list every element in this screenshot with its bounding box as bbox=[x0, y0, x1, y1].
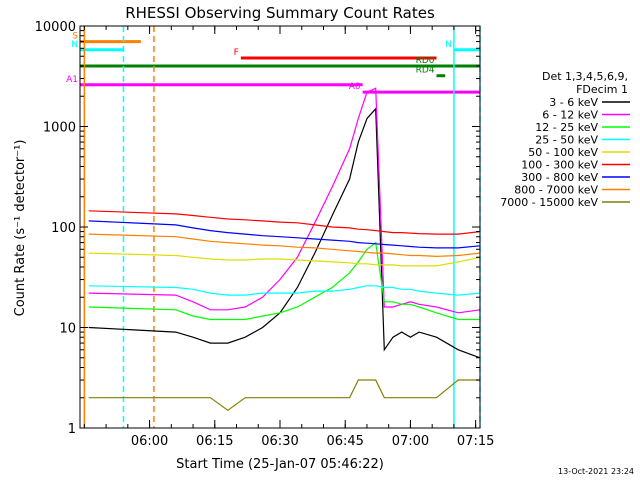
series-line bbox=[88, 220, 481, 249]
flag-label: N bbox=[445, 40, 452, 50]
series-line bbox=[88, 285, 481, 296]
series-layer bbox=[88, 87, 481, 412]
series-line bbox=[88, 210, 481, 235]
series-line bbox=[88, 379, 480, 412]
y-tick-label: 1000 bbox=[43, 121, 76, 136]
flag-label: A0 bbox=[349, 82, 361, 92]
series-line bbox=[88, 241, 480, 321]
x-axis-label: Start Time (25-Jan-07 05:46:22) bbox=[176, 457, 384, 472]
y-axis-label: Count Rate (s⁻¹ detector⁻¹) bbox=[13, 140, 28, 317]
series-line bbox=[88, 107, 481, 359]
legend-header: Det 1,3,4,5,6,9, bbox=[542, 70, 628, 83]
vertical-markers bbox=[83, 26, 481, 428]
plot-frame bbox=[79, 25, 481, 429]
legend-entry-label: 300 - 800 keV bbox=[521, 171, 598, 184]
flag-label: RD4 bbox=[416, 66, 435, 76]
legend-entry-label: 12 - 25 keV bbox=[535, 121, 598, 134]
series-line bbox=[88, 87, 481, 314]
legend-entry-label: 6 - 12 keV bbox=[542, 109, 598, 122]
legend-entry-label: 25 - 50 keV bbox=[535, 134, 598, 147]
y-tick-label: 100 bbox=[51, 221, 76, 236]
legend-entry-label: 3 - 6 keV bbox=[549, 96, 598, 109]
legend-entry-label: 800 - 7000 keV bbox=[514, 184, 598, 197]
flag-label: S bbox=[72, 32, 78, 42]
flag-label: A1 bbox=[66, 75, 78, 85]
y-tick-label: 10000 bbox=[35, 20, 76, 35]
y-tick-label: 1 bbox=[68, 422, 76, 437]
x-tick-label: 06:45 bbox=[326, 434, 363, 449]
axes: 1 10 100 1000 10000 06:00 06:15 06:30 06:45 07:00… bbox=[35, 20, 495, 449]
x-tick-label: 06:15 bbox=[196, 434, 233, 449]
legend-entry-label: 50 - 100 keV bbox=[528, 146, 598, 159]
flag-label: RD0 bbox=[416, 56, 435, 66]
x-tick-label: 07:15 bbox=[457, 434, 494, 449]
chart-title: RHESSI Observing Summary Count Rates bbox=[125, 4, 435, 22]
legend-header: FDecim 1 bbox=[576, 83, 628, 96]
legend-entry-label: 7000 - 15000 keV bbox=[500, 196, 598, 209]
x-tick-label: 07:00 bbox=[392, 434, 429, 449]
legend-entry-label: 100 - 300 keV bbox=[521, 159, 598, 172]
flag-label: N bbox=[71, 40, 78, 50]
footer-date: 13-Oct-2021 23:24 bbox=[558, 467, 634, 476]
series-line bbox=[88, 252, 481, 267]
series-line bbox=[88, 233, 481, 258]
x-tick-label: 06:30 bbox=[261, 434, 298, 449]
flag-label: F bbox=[234, 48, 239, 58]
y-tick-label: 10 bbox=[59, 322, 76, 337]
x-tick-label: 06:00 bbox=[131, 434, 168, 449]
